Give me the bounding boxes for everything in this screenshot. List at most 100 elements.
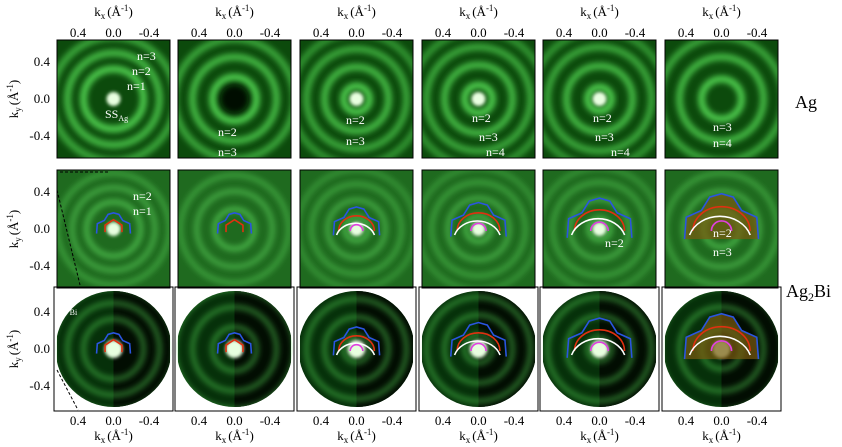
axis-symbol: k [580, 428, 587, 443]
ring [189, 53, 280, 145]
axis-unit-close: ) [6, 330, 21, 334]
y-tick-label: 0.4 [34, 54, 51, 69]
contour-red [225, 338, 244, 353]
annotation-text: n=2 [133, 189, 152, 203]
axis-superscript: -1 [242, 3, 250, 13]
panel-frame [664, 169, 779, 289]
x-tick-label: 0.0 [591, 25, 607, 40]
guide-dash [56, 189, 81, 286]
contour-red [456, 211, 501, 232]
x-tick-label: 0.0 [713, 25, 729, 40]
contour-magenta [470, 342, 487, 352]
axis-symbol: k [6, 111, 21, 118]
axis-unit-close: ) [6, 210, 21, 214]
annotation: n=2 [472, 111, 491, 125]
axis-symbol: k [459, 428, 466, 443]
panel-image [541, 291, 658, 407]
axis-unit: (Å [472, 428, 486, 443]
axis-unit: (Å [228, 4, 242, 19]
ring [463, 213, 494, 245]
panel-frame [56, 169, 171, 289]
center-spot [592, 222, 607, 236]
ring [325, 197, 388, 261]
annotation: n=2 [132, 64, 151, 78]
annotation-text: M [59, 301, 70, 315]
panel-frame [539, 286, 660, 412]
axis-label: ky (Å-1) [5, 330, 23, 369]
center-spot [106, 92, 121, 106]
panel [296, 286, 417, 412]
guide-dash [56, 369, 79, 411]
panel-frame [664, 39, 779, 159]
ring [303, 45, 410, 153]
annotation-text: n=4 [611, 145, 630, 159]
axis-subscript: x [709, 435, 714, 445]
center-spot [471, 222, 486, 236]
annotation-text: n=3 [595, 130, 614, 144]
axis-superscript: -1 [486, 3, 494, 13]
contour-magenta [349, 223, 364, 232]
panel-image [57, 170, 170, 288]
axis-superscript: -1 [5, 84, 15, 92]
panel: n=2n=3 [177, 39, 292, 159]
axis-unit: (Å [228, 428, 242, 443]
annotation: n=2 [593, 111, 612, 125]
axis-symbol: k [580, 4, 587, 19]
axis-superscript: -1 [364, 3, 372, 13]
ring [342, 214, 371, 244]
axis-symbol: k [215, 4, 222, 19]
ring [194, 188, 275, 270]
ring [190, 304, 279, 394]
annotation: n=4 [611, 145, 630, 159]
x-tick-label: 0.4 [191, 25, 208, 40]
annotation-sub: Ag [118, 114, 128, 123]
panel-image [176, 291, 293, 407]
panel-frame [421, 169, 536, 289]
axis-superscript: -1 [121, 3, 129, 13]
ring [545, 294, 654, 404]
panel-image [665, 170, 778, 288]
annotation-sub: Bi [68, 294, 76, 303]
x-tick-label: 0.4 [70, 25, 87, 40]
contour-magenta [589, 221, 610, 232]
panel-frame [296, 286, 417, 412]
contour-blue [216, 331, 253, 354]
contour-blue [95, 331, 132, 354]
y-tick-label: -0.4 [29, 258, 50, 273]
annotation: n=3 [713, 245, 732, 259]
panel-image [420, 291, 537, 407]
axis-subscript: x [101, 11, 106, 21]
axis-unit-close: ) [614, 428, 618, 443]
center-spot [104, 340, 123, 358]
panel: n=2 n=3n=4 [542, 39, 657, 159]
contour-blue [95, 211, 132, 234]
x-tick-label: 0.4 [70, 413, 87, 428]
panel: n=2 [542, 169, 657, 289]
row-label-sub: 2 [808, 290, 814, 304]
annotation: KBi [59, 287, 76, 303]
axis-unit-close: ) [249, 4, 253, 19]
axis-label: kx (Å-1) [94, 427, 133, 445]
x-tick-label: -0.4 [747, 413, 768, 428]
axis-symbol: k [702, 428, 709, 443]
axis-unit-close: ) [6, 80, 21, 84]
ring [69, 185, 158, 273]
ring [340, 82, 373, 116]
annotation: n=3 [595, 130, 614, 144]
axis-label: kx (Å-1) [580, 3, 619, 21]
ring [424, 294, 533, 404]
axis-subscript: y [13, 237, 23, 242]
panel-frame [299, 169, 414, 289]
annotation: SSAg [105, 107, 128, 123]
contour-white [688, 215, 751, 236]
axis-unit-close: ) [736, 4, 740, 19]
annotation: MBi [59, 301, 78, 317]
annotation: n=2 [605, 236, 624, 250]
contour-red [573, 209, 626, 232]
axis-unit-close: ) [493, 428, 497, 443]
annotation: n=1 [133, 204, 152, 218]
x-tick-label: 0.4 [556, 413, 573, 428]
axis-unit-close: ) [128, 4, 132, 19]
